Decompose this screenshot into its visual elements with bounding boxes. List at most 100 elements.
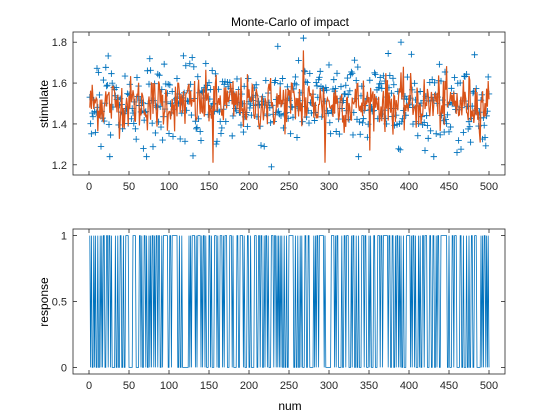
data-point-marker — [153, 104, 161, 111]
data-point-marker — [95, 69, 102, 76]
x-tick-label: 100 — [160, 380, 178, 392]
data-point-marker — [295, 57, 302, 64]
data-point-marker — [330, 76, 337, 83]
data-point-marker — [293, 134, 301, 141]
x-tick-label: 450 — [440, 181, 458, 193]
data-point-marker — [133, 135, 140, 143]
data-point-marker — [233, 75, 241, 83]
data-point-marker — [411, 80, 418, 87]
data-point-marker — [336, 130, 343, 138]
data-point-marker — [178, 110, 185, 117]
x-tick-label: 50 — [123, 380, 135, 392]
data-point-marker — [377, 80, 385, 87]
data-point-marker — [436, 61, 443, 68]
data-point-marker — [390, 81, 397, 88]
data-point-marker — [316, 74, 323, 81]
data-point-marker — [284, 83, 291, 91]
data-point-marker — [408, 51, 415, 58]
data-point-marker — [217, 118, 224, 125]
data-point-marker — [132, 125, 139, 133]
data-point-marker — [217, 130, 225, 137]
data-point-marker — [190, 63, 197, 71]
data-point-marker — [130, 120, 137, 127]
data-point-marker — [205, 79, 213, 86]
data-point-marker — [293, 81, 300, 89]
data-point-marker — [448, 85, 455, 92]
data-point-marker — [304, 79, 311, 86]
data-point-marker — [447, 123, 454, 131]
data-point-marker — [133, 74, 141, 81]
data-point-marker — [244, 123, 251, 130]
data-point-marker — [372, 71, 379, 78]
data-point-marker — [453, 149, 461, 156]
data-point-marker — [327, 130, 334, 137]
data-point-marker — [109, 79, 116, 87]
data-point-marker — [207, 86, 214, 93]
data-point-marker — [404, 73, 411, 81]
data-point-marker — [345, 91, 352, 98]
data-point-marker — [385, 50, 392, 57]
y-tick-label: 1.4 — [52, 119, 67, 131]
data-point-marker — [389, 75, 397, 82]
data-point-marker — [194, 73, 201, 80]
data-point-marker — [323, 86, 330, 94]
data-point-marker — [421, 147, 429, 154]
data-point-marker — [143, 153, 150, 160]
data-point-marker — [92, 129, 99, 136]
data-point-marker — [149, 119, 156, 127]
data-point-marker — [349, 70, 356, 77]
data-point-marker — [202, 60, 209, 67]
x-tick-label: 400 — [400, 181, 418, 193]
y-axis-label-stimulate: stimulate — [37, 80, 51, 128]
data-point-marker — [169, 133, 177, 140]
data-point-marker — [193, 125, 200, 132]
data-point-marker — [149, 143, 157, 150]
data-point-marker — [105, 121, 113, 128]
x-tick-label: 50 — [123, 181, 135, 193]
data-point-marker — [161, 60, 168, 68]
data-point-marker — [93, 65, 101, 72]
data-point-marker — [414, 132, 421, 139]
data-point-marker — [351, 56, 358, 64]
data-point-marker — [213, 138, 221, 145]
x-tick-label: 500 — [480, 380, 498, 392]
chart-title: Monte-Carlo of impact — [231, 15, 350, 29]
data-point-marker — [165, 81, 172, 88]
x-tick-label: 200 — [240, 380, 258, 392]
data-point-marker — [354, 63, 361, 71]
axes-response: response num 0 50 100 150 200 250 300 350 400 450… — [37, 228, 506, 413]
data-point-marker — [341, 90, 349, 98]
data-point-marker — [326, 119, 333, 126]
data-point-marker — [182, 62, 189, 69]
data-point-marker — [189, 54, 196, 61]
data-point-marker — [467, 138, 474, 146]
data-point-marker — [299, 118, 306, 125]
data-point-marker — [445, 128, 453, 135]
data-point-marker — [333, 70, 341, 77]
data-point-marker — [173, 75, 181, 82]
data-point-marker — [421, 119, 428, 126]
data-point-marker — [430, 153, 437, 160]
data-point-marker — [104, 81, 111, 89]
data-point-marker — [247, 100, 254, 108]
data-point-marker — [209, 67, 216, 74]
x-tick-label: 350 — [360, 181, 378, 193]
data-point-marker — [157, 123, 165, 131]
data-point-marker — [457, 145, 465, 153]
data-point-marker — [375, 84, 382, 91]
data-point-marker — [241, 83, 248, 90]
ticks-bottom: 0 50 100 150 200 250 300 350 400 450 500 0 0.5 1 — [52, 229, 505, 392]
data-point-marker — [311, 117, 318, 124]
data-point-marker — [154, 70, 161, 78]
data-point-marker — [121, 72, 129, 80]
data-point-marker — [229, 132, 236, 140]
data-point-marker — [87, 120, 94, 127]
data-point-marker — [146, 55, 153, 62]
x-tick-label: 300 — [320, 181, 338, 193]
data-point-marker — [342, 82, 349, 89]
data-point-marker — [152, 129, 159, 137]
data-point-marker — [353, 77, 360, 84]
data-point-marker — [356, 118, 363, 126]
data-point-marker — [344, 74, 351, 82]
